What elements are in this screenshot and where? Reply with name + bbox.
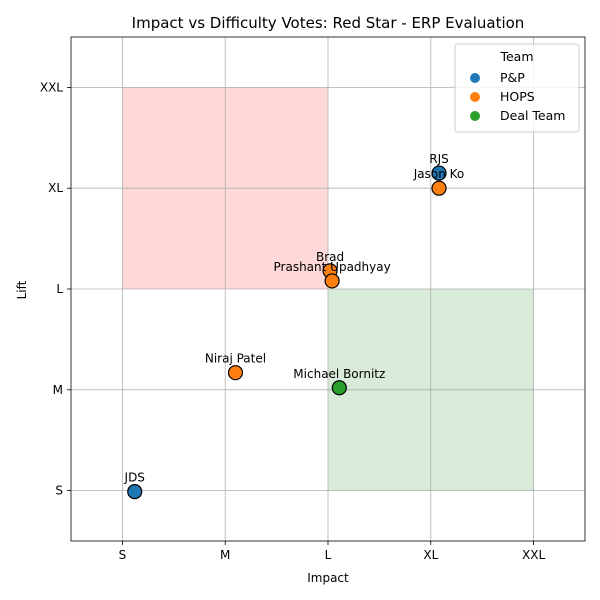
point-label: Jason Ko xyxy=(413,167,465,181)
legend: Team P&P HOPS Deal Team xyxy=(454,43,580,133)
legend-title: Team xyxy=(499,49,533,64)
data-point xyxy=(127,484,143,500)
y-axis-title: Lift xyxy=(15,280,29,299)
chart-title: Impact vs Difficulty Votes: Red Star - E… xyxy=(132,14,525,32)
legend-entry-label: Deal Team xyxy=(500,108,565,123)
x-tick-label: M xyxy=(220,548,230,562)
grid-lines xyxy=(71,37,585,541)
y-tick-label: XXL xyxy=(40,80,63,94)
axis-ticks: S M L XL XXL S M L XL XXL xyxy=(40,80,546,562)
x-tick-label: S xyxy=(119,548,127,562)
data-point xyxy=(331,380,347,396)
point-label: Michael Bornitz xyxy=(293,367,385,381)
x-tick-label: XL xyxy=(423,548,438,562)
x-tick-label: L xyxy=(325,548,332,562)
y-tick-label: S xyxy=(55,484,63,498)
x-axis-title: Impact xyxy=(307,571,349,585)
data-point xyxy=(431,180,447,196)
legend-marker xyxy=(470,92,480,102)
y-tick-label: XL xyxy=(48,181,63,195)
data-point xyxy=(324,273,340,289)
point-label: Niraj Patel xyxy=(205,352,266,366)
legend-box xyxy=(454,43,580,133)
legend-marker xyxy=(470,73,480,83)
point-label: Brad xyxy=(316,250,344,264)
point-label: JDS xyxy=(124,471,145,485)
data-point xyxy=(227,365,244,381)
y-tick-label: L xyxy=(56,282,63,296)
point-label: Prashant Upadhyay xyxy=(274,260,391,274)
legend-marker xyxy=(470,111,480,121)
data-point xyxy=(431,165,447,181)
legend-entry-label: P&P xyxy=(500,70,525,85)
x-tick-label: XXL xyxy=(522,548,545,562)
legend-entry-label: HOPS xyxy=(500,89,535,104)
legend-entries: P&P HOPS Deal Team xyxy=(470,70,565,123)
y-tick-label: M xyxy=(53,383,63,397)
point-label: RJS xyxy=(429,152,449,166)
